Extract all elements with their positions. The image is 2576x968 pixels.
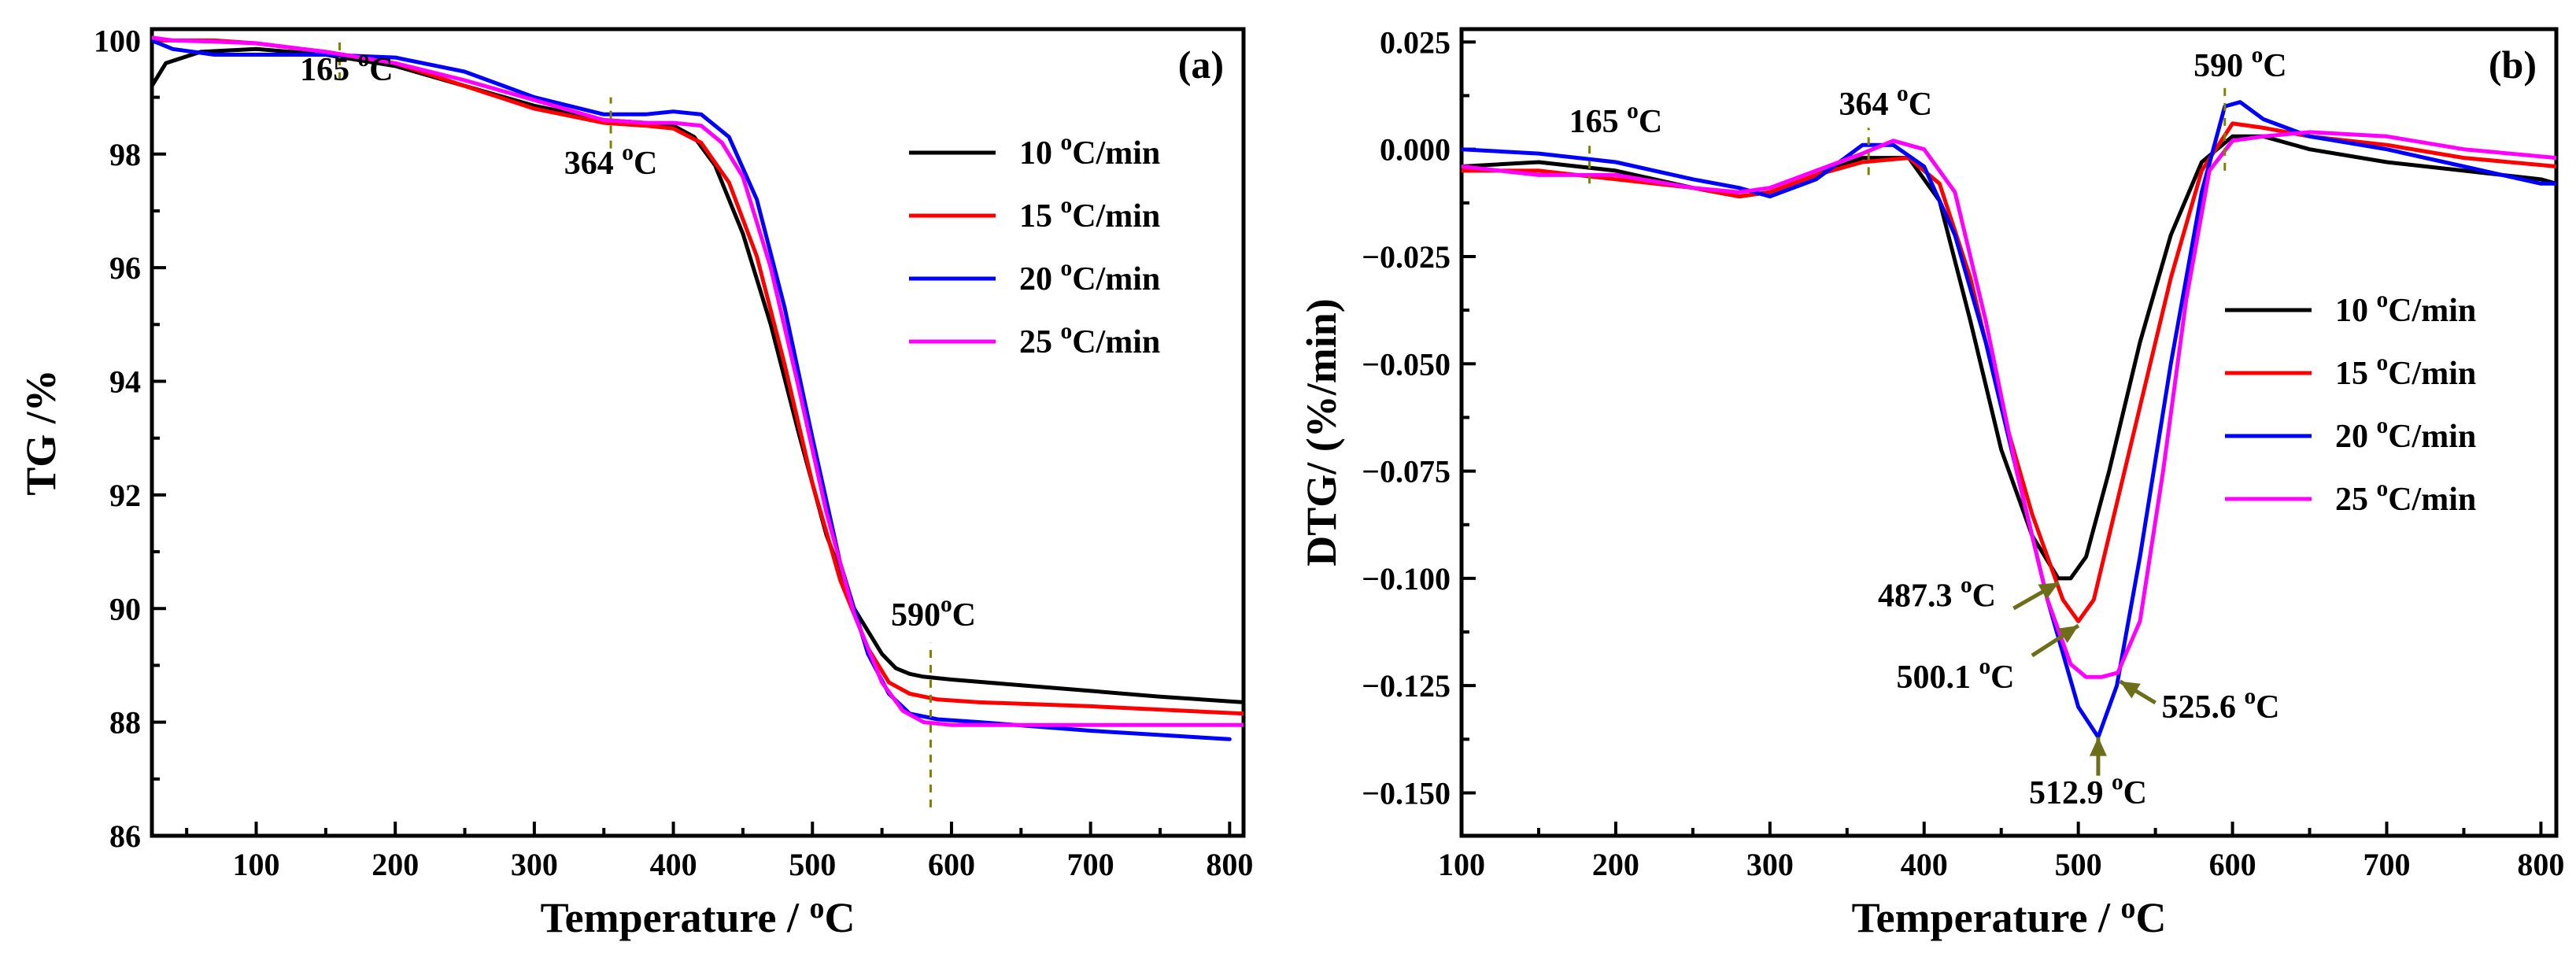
y-tick-label: 100 [94,23,141,58]
series-line-20 [1462,100,2556,740]
series-line-20 [152,38,1232,741]
x-tick-label: 300 [511,847,558,882]
x-tick-label: 800 [1206,847,1253,882]
y-tick-label: −0.025 [1362,239,1451,275]
peak-label: 487.3 oC [1878,572,1996,614]
panel-a: 100 200 300 400 500 600 700 800 86 88 90 92 94 96 98 10… [17,23,1253,941]
series-line-25 [1462,130,2556,679]
x-tick-label: 800 [2517,847,2564,882]
y-axis-title: TG /% [17,369,65,496]
x-axis-title: Temperature / oC [541,892,856,941]
annotation-label: 364 oC [1839,81,1932,123]
x-tick-label: 400 [650,847,697,882]
y-axis-title: DTG/ (%/min) [1298,298,1345,567]
peak-label: 500.1 oC [1896,654,2014,696]
x-tick-label: 100 [233,847,280,882]
x-tick-label: 600 [928,847,975,882]
x-tick-label: 200 [1592,847,1639,882]
legend-entry: 25 oC/min [2335,476,2476,518]
y-tick-label: −0.125 [1362,668,1451,704]
x-tick-label: 200 [371,847,419,882]
x-tick-label: 700 [2363,847,2410,882]
annotation-label: 165 oC [300,46,394,88]
annotation-label: 364 oC [564,140,658,182]
y-tick-label: −0.050 [1362,346,1451,382]
panel-label: (a) [1178,42,1224,87]
arrow-head [2120,681,2141,699]
annotation-label: 165 oC [1569,98,1663,140]
y-tick-label: 86 [109,818,141,854]
y-tick-label: −0.150 [1362,775,1451,811]
arrow-head [2089,737,2107,756]
y-tick-label: 94 [109,364,141,400]
arrow-head [2038,582,2059,600]
x-axis-title: Temperature / oC [1852,892,2167,941]
y-tick-label: −0.100 [1362,561,1451,597]
annotation-label: 590oC [891,592,976,634]
legend-entry: 15 oC/min [1019,193,1160,235]
x-tick-label: 500 [789,847,836,882]
legend-entry: 25 oC/min [1019,319,1160,360]
peak-label: 525.6 oC [2161,684,2279,726]
legend: 10 oC/min 15 oC/min 20 oC/min 25 oC/min [909,130,1160,360]
series-line-10 [152,46,1244,704]
x-tick-label: 300 [1746,847,1794,882]
x-tick-label: 600 [2209,847,2256,882]
legend-entry: 20 oC/min [2335,413,2476,455]
plot-frame [150,27,1246,838]
arrow-head [2057,625,2079,644]
panel-b: 100 200 300 400 500 600 700 800 −0.150 −0.125 −0.1… [1298,24,2564,941]
plot-frame [1459,27,2559,838]
x-tick-label: 700 [1067,847,1114,882]
y-tick-label: −0.075 [1362,454,1451,490]
series-line-25 [152,35,1244,727]
y-tick-label: 0.000 [1380,132,1451,168]
x-tick-label: 400 [1901,847,1948,882]
panel-label: (b) [2489,42,2537,87]
y-tick-label: 96 [109,250,141,286]
series-group [1462,100,2556,740]
legend: 10 oC/min 15 oC/min 20 oC/min 25 oC/min [2225,287,2476,518]
y-tick-label: 88 [109,705,141,741]
peak-label: 512.9 oC [2029,770,2147,811]
series-line-15 [1462,121,2556,623]
series-group [152,35,1244,741]
x-tick-label: 100 [1438,847,1485,882]
legend-entry: 20 oC/min [1019,256,1160,297]
y-tick-label: 92 [109,478,141,513]
y-tick-label: 0.025 [1380,24,1451,60]
y-tick-label: 90 [109,591,141,626]
legend-entry: 10 oC/min [2335,287,2476,329]
annotation-label: 590 oC [2193,42,2287,84]
y-tick-label: 98 [109,137,141,172]
legend-entry: 10 oC/min [1019,130,1160,172]
x-tick-label: 500 [2055,847,2102,882]
legend-entry: 15 oC/min [2335,350,2476,392]
